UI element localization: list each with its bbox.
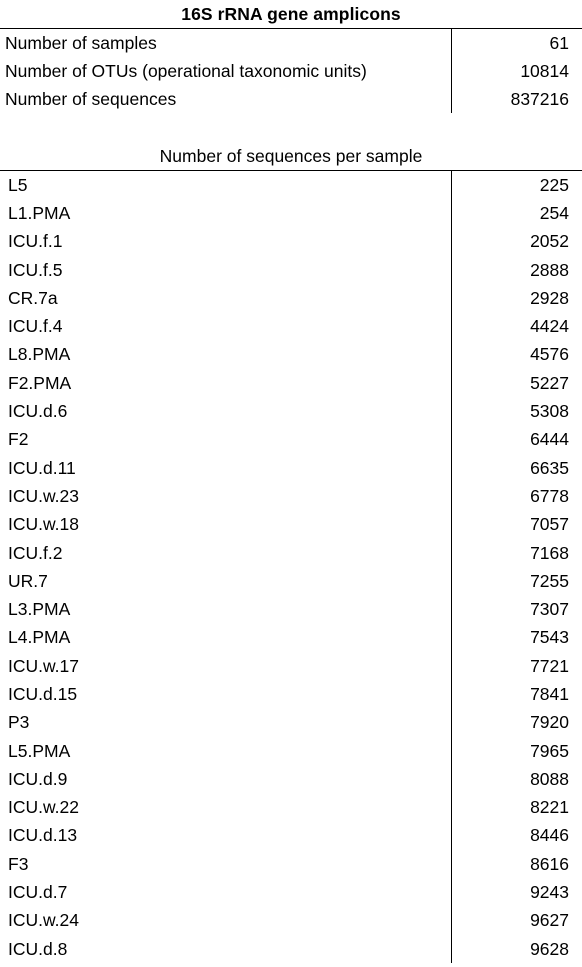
sample-count: 8616 [451, 850, 569, 879]
sample-name: ICU.w.18 [8, 514, 79, 535]
sample-count: 7841 [451, 680, 569, 709]
table-row: ICU.w.22 8221 [0, 793, 582, 822]
table-row: ICU.f.1 2052 [0, 227, 582, 256]
sample-count: 9628 [451, 935, 569, 964]
sample-count: 6635 [451, 453, 569, 483]
sample-count: 4576 [451, 340, 569, 370]
table-title: 16S rRNA gene amplicons [181, 3, 401, 24]
sample-count: 8088 [451, 765, 569, 794]
table-row: ICU.d.11 6635 [0, 453, 582, 483]
sample-count: 5308 [451, 397, 569, 426]
table-row: L8.PMA 4576 [0, 340, 582, 370]
sample-count: 7543 [451, 623, 569, 653]
sample-count: 7965 [451, 736, 569, 766]
table-row: ICU.f.2 7168 [0, 538, 582, 568]
table-row: L5 225 [0, 171, 582, 200]
sample-count: 254 [451, 199, 569, 228]
sample-name: ICU.d.11 [8, 457, 76, 478]
sample-name: ICU.f.4 [8, 316, 63, 337]
sample-count: 2928 [451, 284, 569, 313]
sample-name: L1.PMA [8, 202, 71, 223]
sample-count: 2888 [451, 255, 569, 285]
sample-count: 9627 [451, 906, 569, 936]
sample-count: 7168 [451, 538, 569, 568]
sample-name: ICU.f.5 [8, 259, 63, 280]
summary-table: Number of samples 61 Number of OTUs (ope… [0, 28, 582, 113]
summary-label: Number of OTUs (operational taxonomic un… [5, 60, 367, 81]
sample-count: 7920 [451, 708, 569, 737]
sample-count: 6778 [451, 482, 569, 511]
sample-name: ICU.f.1 [8, 231, 63, 252]
table-row: ICU.d.9 8088 [0, 765, 582, 794]
sample-name: L5.PMA [8, 740, 71, 761]
table-row: F2 6444 [0, 425, 582, 454]
samples-table-title: Number of sequences per sample [159, 145, 423, 166]
table-row: CR.7a 2928 [0, 284, 582, 313]
sample-count: 6444 [451, 425, 569, 454]
table-row: ICU.d.7 9243 [0, 878, 582, 907]
sample-name: UR.7 [8, 570, 48, 591]
table-row: ICU.f.5 2888 [0, 255, 582, 285]
table-row: ICU.d.6 5308 [0, 397, 582, 426]
sample-name: ICU.w.24 [8, 910, 79, 931]
sample-name: ICU.d.8 [8, 938, 68, 959]
table-row: F3 8616 [0, 850, 582, 879]
sample-count: 9243 [451, 878, 569, 907]
sample-name: ICU.d.6 [8, 401, 68, 422]
sample-name: F2 [8, 429, 29, 450]
table-row: ICU.w.17 7721 [0, 652, 582, 681]
table-row: L1.PMA 254 [0, 199, 582, 228]
summary-label: Number of samples [5, 32, 157, 53]
sample-count: 5227 [451, 369, 569, 398]
table-row: L3.PMA 7307 [0, 595, 582, 624]
sample-name: L4.PMA [8, 627, 71, 648]
table-row: P3 7920 [0, 708, 582, 737]
sample-name: L5 [8, 174, 28, 195]
sample-count: 2052 [451, 227, 569, 256]
samples-table: L5 225 L1.PMA 254 ICU.f.1 2052 ICU.f.5 2888 CR.7… [0, 170, 582, 964]
sample-count: 225 [451, 171, 569, 200]
sample-count: 7255 [451, 567, 569, 596]
sample-name: P3 [8, 712, 30, 733]
sample-count: 8221 [451, 793, 569, 822]
summary-value: 10814 [451, 57, 569, 85]
table-row: ICU.w.23 6778 [0, 482, 582, 511]
summary-row-otus: Number of OTUs (operational taxonomic un… [0, 57, 582, 85]
sample-name: ICU.d.7 [8, 882, 68, 903]
summary-value: 837216 [451, 85, 569, 113]
table-row: ICU.w.18 7057 [0, 510, 582, 539]
sample-name: ICU.w.17 [8, 655, 79, 676]
summary-row-sequences: Number of sequences 837216 [0, 85, 582, 113]
sample-name: CR.7a [8, 287, 58, 308]
sample-name: F2.PMA [8, 372, 72, 393]
table-row: ICU.w.24 9627 [0, 906, 582, 936]
sample-name: ICU.d.13 [8, 825, 78, 846]
table-row: UR.7 7255 [0, 567, 582, 596]
sample-count: 4424 [451, 312, 569, 341]
sample-name: ICU.f.2 [8, 542, 63, 563]
sample-name: ICU.d.9 [8, 768, 68, 789]
sample-name: ICU.d.15 [8, 683, 78, 704]
table-row: ICU.d.15 7841 [0, 680, 582, 709]
sample-count: 7057 [451, 510, 569, 539]
sample-name: ICU.w.23 [8, 485, 79, 506]
sample-name: L3.PMA [8, 599, 71, 620]
table-row: ICU.f.4 4424 [0, 312, 582, 341]
table-row: L5.PMA 7965 [0, 736, 582, 766]
sample-name: ICU.w.22 [8, 797, 79, 818]
table-row: F2.PMA 5227 [0, 369, 582, 398]
table-row: ICU.d.13 8446 [0, 821, 582, 851]
summary-label: Number of sequences [5, 88, 177, 109]
sample-count: 8446 [451, 821, 569, 851]
sample-count: 7721 [451, 652, 569, 681]
summary-value: 61 [451, 29, 569, 57]
table-row: ICU.d.8 9628 [0, 935, 582, 964]
sample-name: L8.PMA [8, 344, 71, 365]
sample-name: F3 [8, 853, 29, 874]
summary-row-samples: Number of samples 61 [0, 29, 582, 57]
sample-count: 7307 [451, 595, 569, 624]
table-row: L4.PMA 7543 [0, 623, 582, 653]
